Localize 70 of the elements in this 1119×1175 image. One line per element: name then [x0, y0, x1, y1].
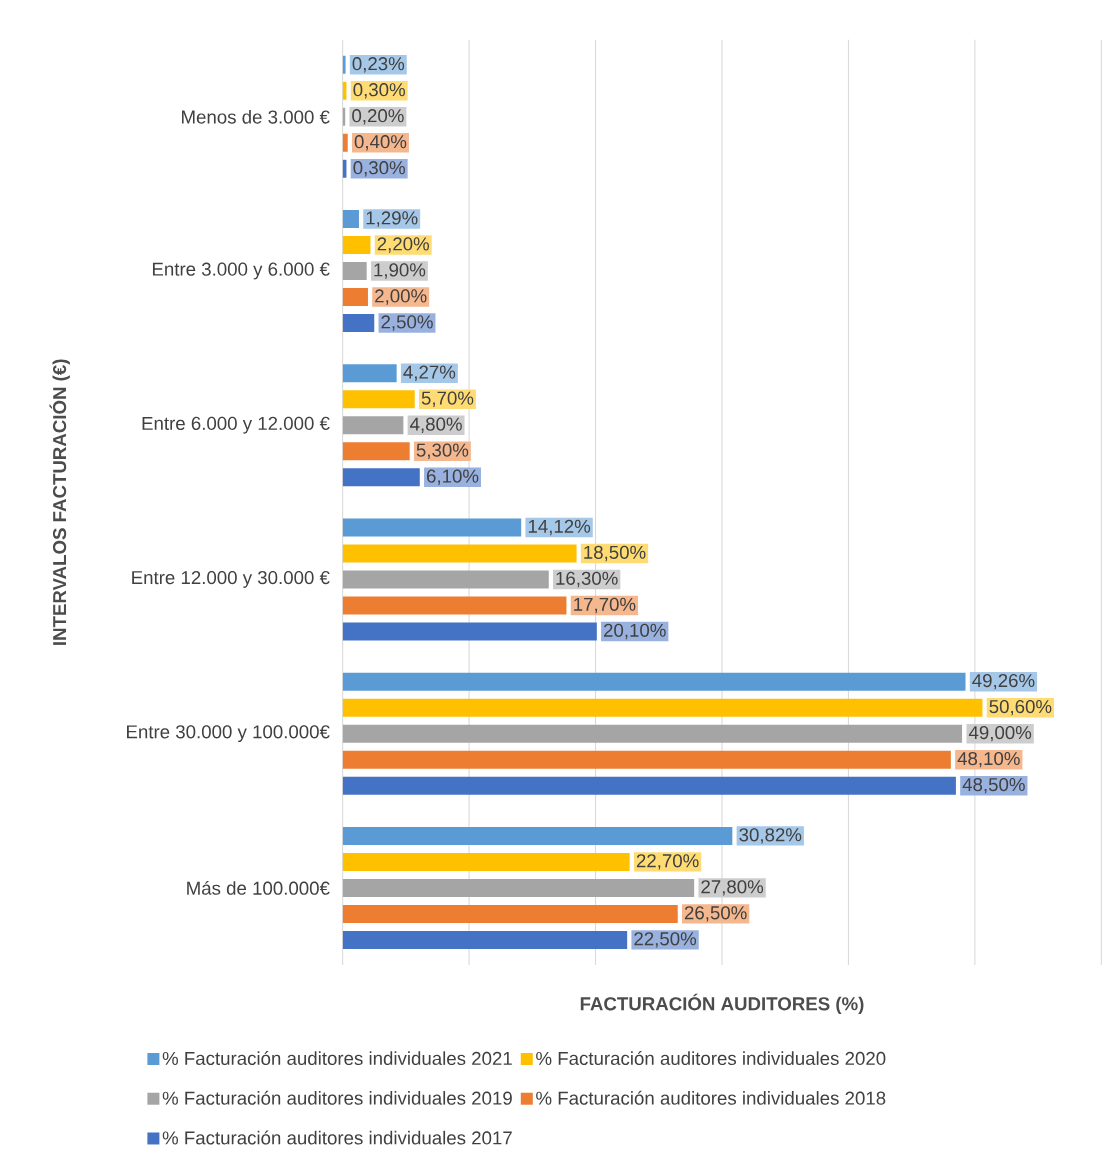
bar	[342, 852, 630, 871]
bar	[342, 878, 695, 897]
bar	[342, 724, 963, 743]
y-tick-label: Entre 3.000 y 6.000 €	[152, 262, 330, 280]
data-label: 1,90%	[374, 263, 426, 279]
data-label: 4,80%	[410, 417, 462, 433]
bar	[342, 750, 951, 769]
bar	[342, 596, 567, 615]
legend-label: % Facturación auditores individuales 2019	[162, 1090, 512, 1105]
data-label: 0,20%	[352, 109, 404, 125]
data-label: 18,50%	[584, 545, 646, 562]
bar	[342, 442, 410, 461]
bar	[342, 390, 415, 409]
bar	[342, 904, 678, 923]
bar	[342, 236, 371, 254]
data-label: 2,00%	[375, 289, 427, 305]
data-label: 22,50%	[634, 932, 697, 948]
data-label: 22,70%	[636, 854, 699, 870]
data-label: 5,30%	[416, 443, 469, 459]
data-label: 0,23%	[352, 57, 405, 73]
data-label: 0,30%	[353, 83, 405, 99]
y-axis-title: INTERVALOS FACTURACIÓN (€)	[49, 359, 70, 645]
bar	[342, 672, 966, 691]
data-label: 4,27%	[403, 365, 456, 381]
data-label: 2,20%	[377, 237, 429, 253]
legend-label: % Facturación auditores individuales 2020	[536, 1051, 886, 1066]
bar	[342, 364, 397, 383]
bar	[342, 210, 359, 228]
data-label: 50,60%	[989, 699, 1052, 716]
y-tick-label: Más de 100.000€	[187, 880, 330, 895]
bar	[342, 416, 404, 435]
data-label: 5,70%	[421, 391, 474, 407]
data-label: 6,10%	[427, 469, 479, 485]
data-label: 30,82%	[739, 828, 802, 844]
data-label: 2,50%	[381, 315, 433, 331]
bar	[342, 776, 956, 795]
bar	[342, 468, 420, 487]
bar	[342, 518, 522, 537]
data-label: 17,70%	[574, 597, 636, 614]
y-tick-label: Menos de 3.000 €	[182, 109, 330, 124]
data-label: 1,29%	[366, 211, 418, 227]
y-tick-label: Entre 30.000 y 100.000€	[127, 725, 330, 743]
bar	[342, 288, 368, 306]
data-label: 26,50%	[684, 906, 747, 922]
data-label: 0,30%	[353, 161, 405, 177]
legend-label: % Facturación auditores individuales 2017	[162, 1130, 512, 1145]
legend-label: % Facturación auditores individuales 2021	[162, 1051, 512, 1066]
bar	[342, 570, 549, 589]
legend-label: % Facturación auditores individuales 2018	[536, 1090, 886, 1105]
data-label: 49,26%	[972, 673, 1035, 690]
y-tick-label: Entre 6.000 y 12.000 €	[142, 416, 330, 434]
data-label: 20,10%	[604, 623, 666, 640]
data-label: 49,00%	[968, 725, 1032, 742]
data-label: 14,12%	[528, 519, 591, 536]
bar	[342, 133, 348, 152]
bar	[342, 622, 597, 641]
data-label: 0,40%	[354, 135, 407, 151]
bar	[342, 698, 983, 717]
data-label: 48,50%	[962, 777, 1025, 794]
y-tick-label: Entre 12.000 y 30.000 €	[132, 570, 330, 588]
bar	[342, 55, 346, 74]
bar	[342, 262, 367, 280]
data-label: 16,30%	[556, 571, 618, 588]
data-label: 27,80%	[701, 880, 764, 896]
x-axis-title: FACTURACIÓN AUDITORES (%)	[580, 993, 864, 1015]
bar	[342, 826, 733, 845]
bar	[342, 544, 577, 563]
bar	[342, 314, 375, 332]
data-label: 48,10%	[957, 751, 1020, 768]
bar	[342, 930, 628, 949]
